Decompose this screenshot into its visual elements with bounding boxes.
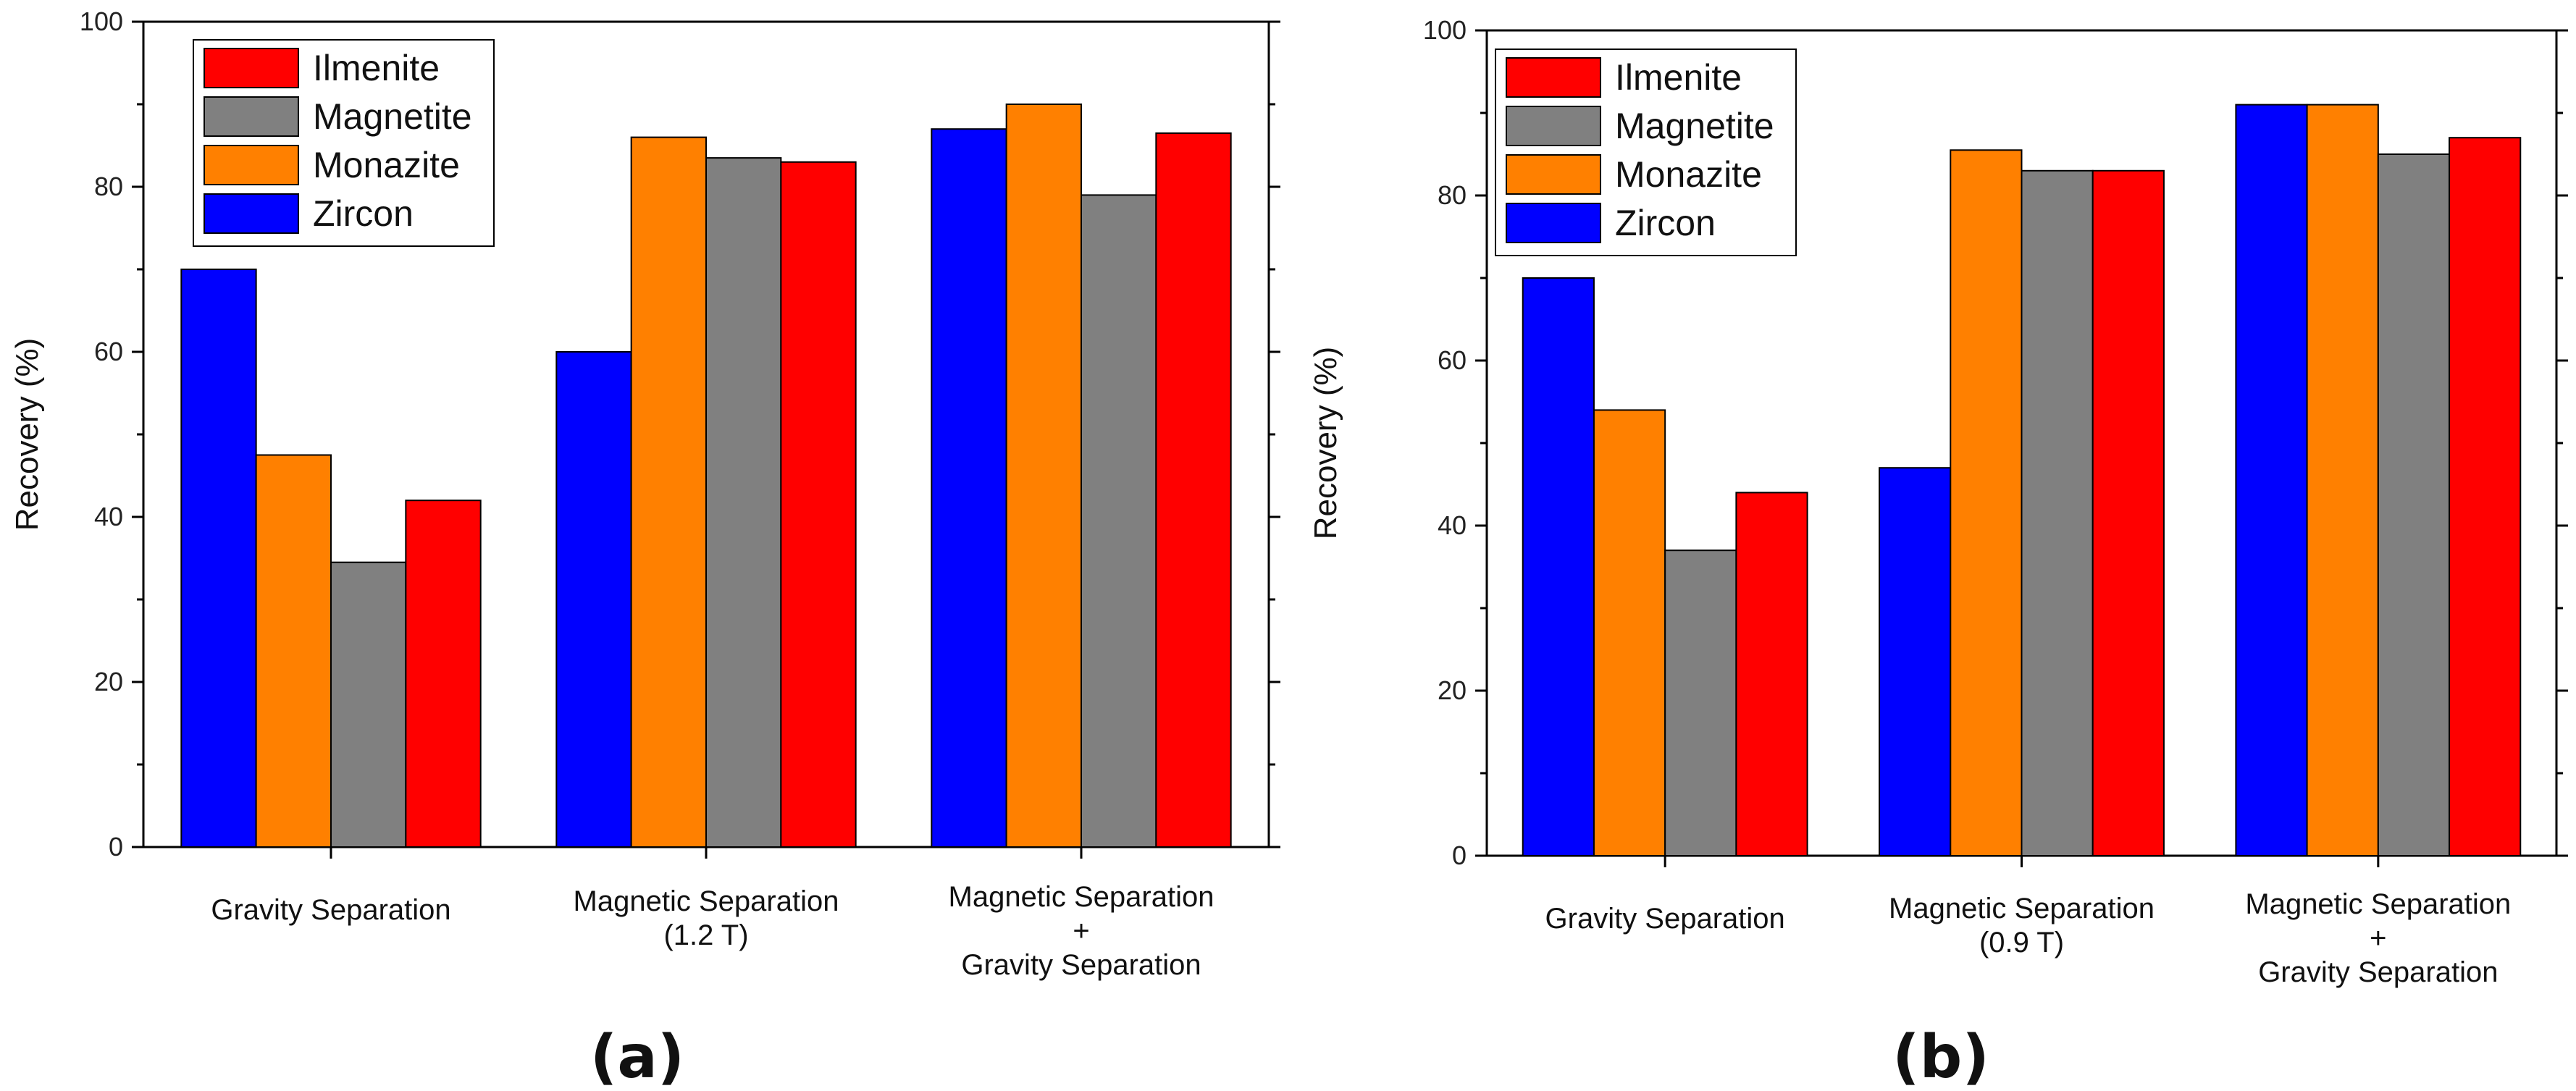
panel-label: (a) — [590, 1023, 684, 1091]
y-tick-label: 60 — [94, 337, 123, 366]
legend: Ilmenite Magnetite Monazite Zircon — [1495, 49, 1797, 256]
legend-swatch-magnetite — [1506, 106, 1601, 146]
x-category-label-line: Magnetic Separation — [574, 885, 839, 917]
x-category-label: Magnetic Separation+Gravity Separation — [2245, 888, 2511, 988]
y-tick-label: 0 — [1452, 841, 1467, 870]
x-category-label-line: Magnetic Separation — [949, 881, 1214, 913]
bar-zircon — [931, 128, 1007, 848]
legend-label-magnetite: Magnetite — [313, 96, 472, 137]
y-tick-label: 100 — [80, 7, 123, 36]
y-tick-label: 40 — [94, 502, 123, 531]
legend-swatch-ilmenite — [1506, 57, 1601, 98]
x-category-label: Gravity Separation — [211, 894, 450, 926]
bar-ilmenite — [405, 500, 482, 848]
y-axis-title: Recovery (%) — [9, 338, 45, 531]
y-tick-label: 60 — [1438, 345, 1467, 375]
legend-swatch-monazite — [1506, 154, 1601, 195]
legend-label-magnetite: Magnetite — [1615, 106, 1774, 146]
x-category-label-line: Magnetic Separation — [2245, 888, 2511, 920]
bar-magnetite — [2377, 153, 2451, 856]
bar-magnetite — [1081, 194, 1157, 848]
legend-label-zircon: Zircon — [313, 193, 414, 234]
x-category-label-line: + — [1073, 915, 1089, 947]
y-tick-label: 80 — [1438, 180, 1467, 210]
y-tick-label: 40 — [1438, 510, 1467, 540]
y-tick-label: 100 — [1423, 15, 1467, 45]
x-category-label-line: Gravity Separation — [211, 894, 450, 926]
legend-label-monazite: Monazite — [313, 145, 460, 185]
bar-ilmenite — [780, 161, 857, 848]
bar-magnetite — [330, 561, 407, 848]
x-category-label-line: Gravity Separation — [1545, 903, 1785, 935]
x-category-label-line: (0.9 T) — [1979, 927, 2064, 959]
x-category-label-line: Gravity Separation — [961, 949, 1201, 981]
bar-monazite — [255, 454, 332, 848]
x-category-label-line: + — [2370, 922, 2386, 954]
x-category-label-line: Magnetic Separation — [1889, 893, 2155, 924]
bar-zircon — [555, 351, 632, 848]
panel-label: (b) — [1892, 1023, 1989, 1091]
x-category-label-line: (1.2 T) — [663, 919, 748, 951]
legend-label-ilmenite: Ilmenite — [313, 48, 440, 88]
bar-zircon — [1879, 467, 1952, 856]
legend: Ilmenite Magnetite Monazite Zircon — [193, 39, 495, 247]
bar-ilmenite — [2449, 137, 2522, 856]
legend-swatch-ilmenite — [204, 48, 299, 88]
bar-monazite — [2306, 104, 2379, 857]
x-category-label-line: Gravity Separation — [2258, 956, 2498, 988]
x-category-label: Magnetic Separation+Gravity Separation — [949, 881, 1214, 981]
bars — [1522, 104, 2522, 857]
x-category-label: Magnetic Separation(0.9 T) — [1889, 893, 2155, 959]
bar-magnetite — [1664, 549, 1737, 856]
legend-swatch-magnetite — [204, 96, 299, 137]
y-tick-label: 80 — [94, 172, 123, 201]
bar-monazite — [1593, 409, 1666, 856]
legend-label-zircon: Zircon — [1615, 203, 1716, 243]
y-axis-title: Recovery (%) — [1308, 347, 1343, 540]
legend-swatch-zircon — [204, 193, 299, 234]
y-tick-label: 20 — [94, 667, 123, 696]
y-tick-label: 20 — [1438, 675, 1467, 705]
bar-ilmenite — [1155, 132, 1232, 848]
bar-zircon — [1522, 277, 1595, 856]
bar-monazite — [630, 136, 707, 848]
legend-swatch-zircon — [1506, 203, 1601, 243]
y-tick-label: 0 — [109, 832, 123, 862]
legend-swatch-monazite — [204, 145, 299, 185]
bar-zircon — [180, 269, 257, 848]
legend-label-ilmenite: Ilmenite — [1615, 57, 1742, 98]
legend-label-monazite: Monazite — [1615, 154, 1762, 195]
bars — [180, 104, 1232, 848]
bar-ilmenite — [1735, 492, 1808, 857]
bar-ilmenite — [2092, 169, 2165, 857]
x-category-label: Magnetic Separation(1.2 T) — [574, 885, 839, 951]
bar-monazite — [1950, 149, 2023, 857]
x-category-label: Gravity Separation — [1545, 903, 1785, 935]
bar-magnetite — [2021, 169, 2094, 857]
bar-monazite — [1005, 104, 1083, 848]
bar-magnetite — [705, 157, 782, 848]
bar-zircon — [2235, 104, 2308, 857]
